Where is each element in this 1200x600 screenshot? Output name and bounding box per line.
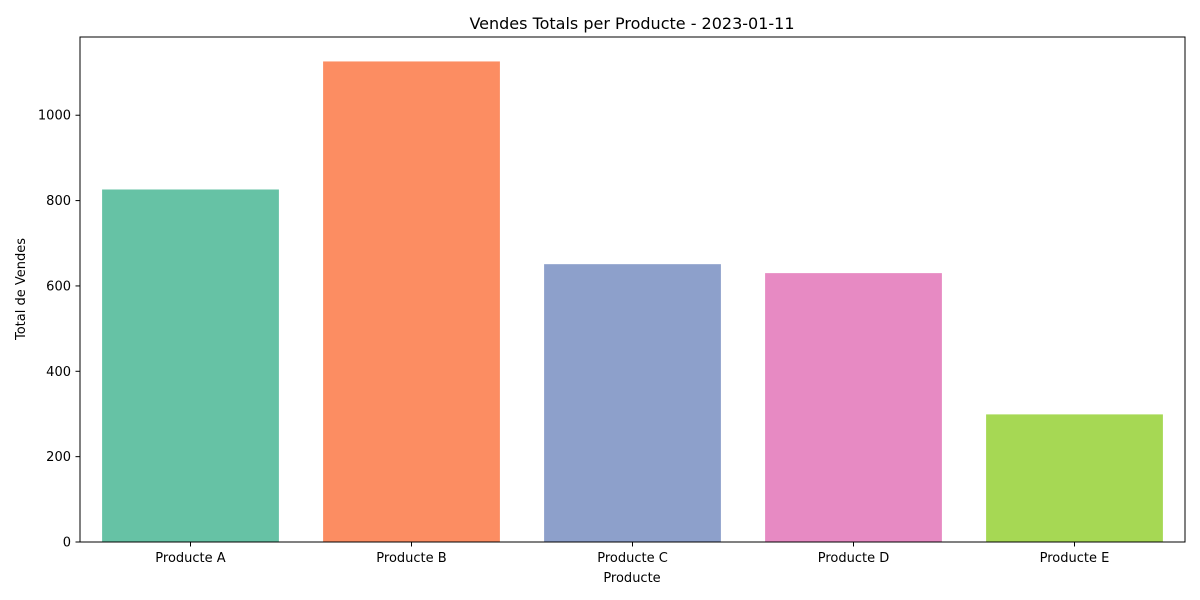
ticks-layer: Producte A Producte B Producte C Producte D… [38, 109, 1109, 566]
chart-title: Vendes Totals per Producte - 2023-01-11 [469, 14, 794, 33]
y-tick-label: 1000 [38, 109, 71, 124]
bar-producte-b [323, 61, 500, 542]
y-tick-label: 0 [63, 536, 71, 551]
bars-layer [102, 61, 1163, 543]
y-tick-label: 800 [46, 194, 71, 209]
x-tick-label: Producte A [155, 551, 225, 566]
bar-producte-d [765, 273, 942, 542]
y-tick-label: 600 [46, 279, 71, 294]
x-axis-label: Producte [603, 571, 660, 586]
y-tick-label: 400 [46, 365, 71, 380]
bar-producte-e [986, 414, 1163, 542]
y-tick-label: 200 [46, 450, 71, 465]
bar-producte-a [102, 189, 279, 543]
y-axis-label: Total de Vendes [14, 238, 29, 341]
x-tick-label: Producte B [376, 551, 446, 566]
x-tick-label: Producte C [597, 551, 668, 566]
x-tick-label: Producte E [1040, 551, 1110, 566]
bar-producte-c [544, 264, 721, 542]
x-tick-label: Producte D [818, 551, 890, 566]
